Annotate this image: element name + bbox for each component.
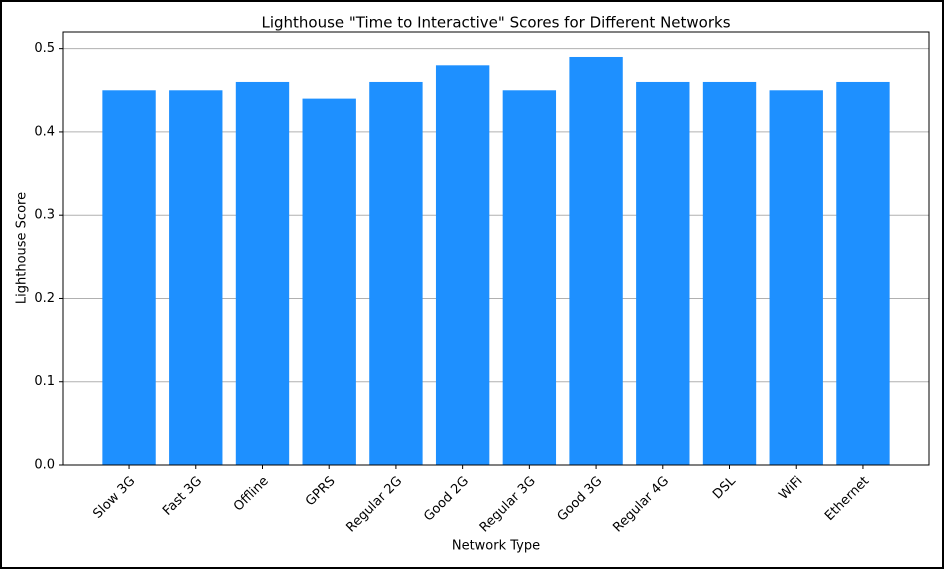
y-tick-label: 0.4 [34,124,55,139]
bar [435,65,490,466]
bar [502,90,557,466]
x-axis-label: Network Type [452,539,540,554]
bar [169,90,223,466]
bar [636,81,690,465]
bar [369,81,423,465]
bar [102,90,156,466]
y-tick-label: 0.2 [34,291,55,306]
y-axis-label: Lighthouse Score [15,192,30,304]
bar [836,81,890,465]
bar [702,81,757,465]
bar [302,98,356,465]
y-tick-label: 0.5 [34,41,55,56]
chart-title: Lighthouse "Time to Interactive" Scores … [261,14,730,32]
bar [769,90,823,466]
bar [569,56,623,465]
y-tick-label: 0.1 [34,374,55,389]
bar [235,81,290,465]
y-tick-label: 0.0 [34,458,55,473]
axes-frame [62,31,930,466]
y-tick-label: 0.3 [34,208,55,223]
